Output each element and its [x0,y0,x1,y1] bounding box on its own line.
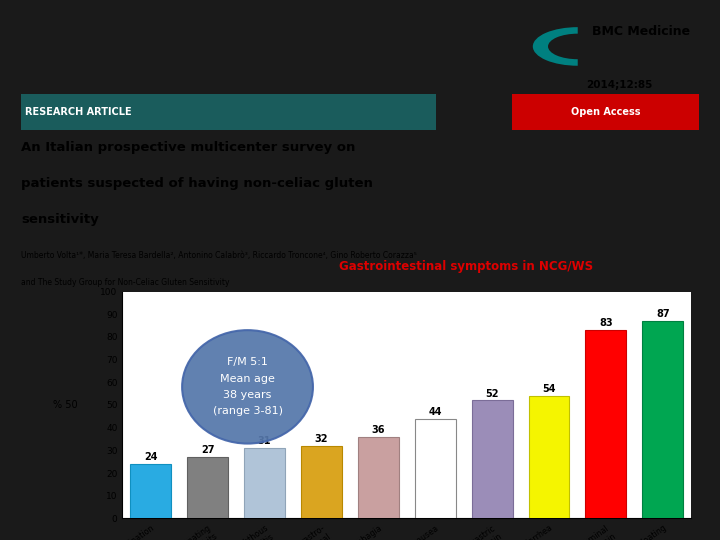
Text: % 50: % 50 [53,400,78,410]
Bar [187,457,228,518]
Bar [244,448,285,518]
FancyBboxPatch shape [54,260,720,537]
Text: 44: 44 [428,407,442,417]
Text: 2014;12:85: 2014;12:85 [586,80,652,90]
Text: 31: 31 [258,436,271,446]
Text: 24: 24 [144,452,158,462]
FancyBboxPatch shape [512,94,698,130]
Ellipse shape [182,330,313,443]
Bar [472,401,513,518]
Text: Open Access: Open Access [571,107,640,117]
Text: F/M 5:1
Mean age
38 years
(range 3-81): F/M 5:1 Mean age 38 years (range 3-81) [212,357,282,416]
Text: 27: 27 [201,446,215,455]
Text: sensitivity: sensitivity [22,213,99,226]
Text: An Italian prospective multicenter survey on: An Italian prospective multicenter surve… [22,141,356,154]
Text: RESEARCH ARTICLE: RESEARCH ARTICLE [24,107,131,117]
FancyBboxPatch shape [22,94,436,130]
Bar [415,418,456,518]
Bar [301,446,342,518]
Text: Gastrointestinal symptoms in NCG/WS: Gastrointestinal symptoms in NCG/WS [338,260,593,273]
Text: 87: 87 [656,309,670,319]
Text: Umberto Volta¹*, Maria Teresa Bardella², Antonino Calabrò³, Riccardo Troncone⁴, : Umberto Volta¹*, Maria Teresa Bardella²,… [22,252,417,260]
Text: 52: 52 [485,389,499,399]
Bar [130,464,171,518]
Wedge shape [533,27,577,66]
Text: 36: 36 [372,425,385,435]
Text: 83: 83 [599,319,613,328]
Text: patients suspected of having non-celiac gluten: patients suspected of having non-celiac … [22,177,373,190]
Bar [585,330,626,518]
Text: BMC Medicine: BMC Medicine [592,25,690,38]
Bar [358,437,399,518]
Bar [642,321,683,518]
Bar [528,396,570,518]
Text: 54: 54 [542,384,556,394]
Text: 32: 32 [315,434,328,444]
Text: and The Study Group for Non-Celiac Gluten Sensitivity: and The Study Group for Non-Celiac Glute… [22,278,230,287]
